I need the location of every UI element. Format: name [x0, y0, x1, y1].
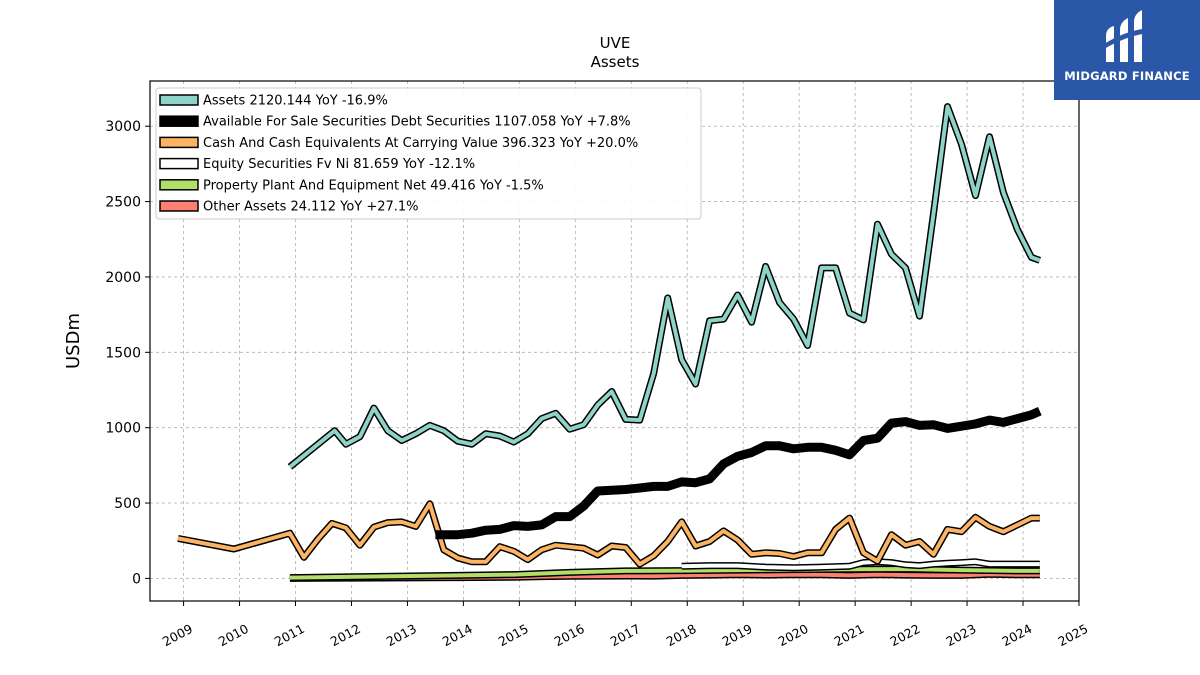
- series-line: [435, 407, 1042, 540]
- x-tick-label: 2019: [720, 621, 755, 649]
- legend-swatch: [159, 94, 199, 106]
- chart-subtitle: Assets: [591, 53, 640, 71]
- y-tick-label: 3000: [105, 119, 141, 135]
- x-tick-label: 2013: [384, 621, 419, 649]
- x-tick-label: 2018: [664, 621, 699, 649]
- legend-swatch: [159, 136, 199, 149]
- x-tick-label: 2023: [943, 621, 978, 649]
- series-layer: [177, 103, 1042, 582]
- x-tick-label: 2012: [328, 621, 363, 649]
- x-tick-label: 2010: [216, 621, 251, 649]
- x-tick-label: 2020: [776, 621, 811, 649]
- brand-name: MIDGARD FINANCE: [1064, 69, 1190, 83]
- x-tick-label: 2021: [831, 621, 866, 649]
- y-tick-label: 2500: [105, 195, 141, 211]
- legend-entry-label: Other Assets 24.112 YoY +27.1%: [203, 200, 419, 215]
- series-line: [288, 104, 1041, 469]
- legend-entry-label: Available For Sale Securities Debt Secur…: [203, 115, 631, 130]
- series-line: [681, 559, 1040, 570]
- x-tick-label: 2022: [887, 621, 922, 649]
- legend-swatch: [159, 200, 199, 212]
- chart-title: UVE: [600, 34, 631, 52]
- x-tick-label: 2009: [160, 621, 195, 649]
- x-tick-label: 2014: [440, 621, 475, 649]
- x-tick-label: 2011: [272, 621, 307, 649]
- x-tick-label: 2025: [1055, 621, 1090, 649]
- y-tick-label: 2000: [105, 270, 141, 286]
- y-tick-label: 1500: [105, 345, 141, 361]
- x-tick-label: 2016: [552, 621, 587, 649]
- legend-entry-label: Cash And Cash Equivalents At Carrying Va…: [203, 136, 638, 151]
- y-tick-label: 0: [132, 571, 141, 587]
- legend-entry-label: Assets 2120.144 YoY -16.9%: [203, 94, 388, 109]
- x-tick-label: 2015: [496, 621, 531, 649]
- legend-frame: [155, 87, 702, 220]
- brand-mark-icon: [1104, 10, 1150, 62]
- legend-swatch: [159, 157, 199, 170]
- legend-entry-label: Property Plant And Equipment Net 49.416 …: [203, 178, 544, 193]
- y-tick-label: 500: [114, 496, 141, 512]
- y-axis-label: USDm: [63, 313, 84, 369]
- series-line: [177, 501, 1040, 567]
- legend: Assets 2120.144 YoY -16.9% Available For …: [155, 87, 702, 220]
- y-tick-label: 1000: [105, 421, 141, 437]
- series-line: [289, 567, 1040, 580]
- x-tick-label: 2024: [999, 621, 1034, 649]
- legend-entry-label: Equity Securities Fv Ni 81.659 YoY -12.1…: [203, 157, 475, 172]
- legend-swatch: [159, 115, 199, 127]
- midgard-finance-logo: MIDGARD FINANCE: [1054, 0, 1200, 100]
- plot-area-frame: [149, 80, 1080, 602]
- x-tick-label: 2017: [608, 621, 643, 649]
- legend-swatch: [159, 179, 199, 191]
